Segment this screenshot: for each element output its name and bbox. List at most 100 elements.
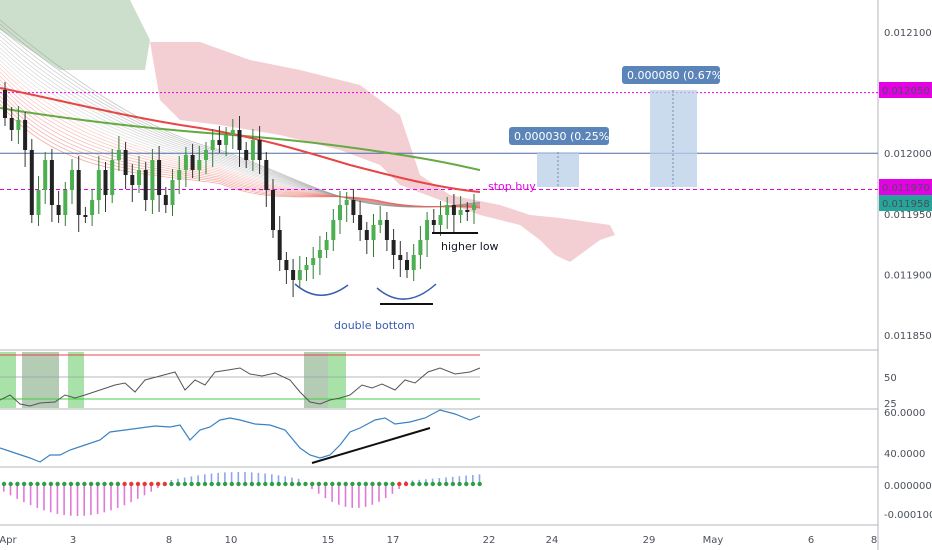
histogram-bar: [384, 484, 387, 499]
time-tick-label: 3: [70, 535, 76, 546]
candle-body: [163, 195, 168, 205]
candle-body: [364, 230, 369, 240]
histogram-dot: [122, 481, 127, 487]
histogram-bar: [204, 474, 206, 484]
histogram-dot: [477, 481, 482, 487]
higher-low-label: higher low: [441, 240, 499, 253]
histogram-dot: [82, 481, 87, 487]
candle-body: [217, 140, 222, 145]
histogram-dot: [444, 481, 449, 487]
histogram-bar: [76, 484, 79, 516]
histogram-bar: [96, 484, 99, 514]
plot-background: [0, 0, 878, 550]
ribbon-line: [0, 103, 481, 209]
histogram-bar: [190, 476, 193, 484]
candle-body: [338, 205, 342, 220]
histogram-dot: [350, 481, 355, 487]
price-label-012050-bg: [879, 82, 932, 98]
histogram-dot: [276, 481, 281, 487]
histogram-bar: [324, 484, 327, 499]
time-axis[interactable]: Apr 3 8 10 15 17 22 24 29 May 6 8: [0, 535, 877, 546]
candle-body: [465, 210, 470, 212]
histogram-bar: [224, 472, 226, 484]
histogram-dot: [155, 481, 161, 487]
candle-body: [36, 190, 41, 215]
histogram-bar: [291, 477, 293, 484]
histogram-dot: [430, 481, 435, 487]
histogram-bar: [70, 484, 72, 516]
osc3-histogram: [1, 472, 482, 516]
histogram-bar: [137, 484, 139, 499]
osc1-zone-2: [22, 352, 59, 408]
histogram-dot: [457, 481, 462, 487]
histogram-dot: [323, 481, 328, 487]
histogram-bar: [297, 478, 300, 484]
histogram-bar: [230, 472, 233, 484]
price-label-011958: 0.011958: [882, 199, 930, 210]
candle-body: [398, 255, 403, 260]
cloud-green: [0, 0, 150, 70]
histogram-bar: [197, 475, 199, 484]
price-tick-label: 0.012000: [884, 149, 932, 160]
time-tick-label: 6: [808, 535, 814, 546]
histogram-dot: [303, 481, 308, 487]
histogram-bar: [264, 473, 266, 484]
time-tick-label: May: [703, 535, 724, 546]
candle-body: [358, 215, 363, 230]
candle-body: [371, 225, 376, 240]
histogram-bar: [284, 476, 286, 484]
candle-body: [472, 205, 476, 210]
histogram-dot: [249, 481, 255, 487]
histogram-bar: [331, 484, 333, 502]
candle-body: [3, 90, 7, 118]
candle-body: [284, 260, 289, 270]
histogram-bar: [451, 476, 454, 484]
candle-body: [431, 220, 436, 225]
histogram-dot: [263, 481, 268, 487]
candle-body: [43, 160, 48, 190]
histogram-dot: [129, 481, 134, 487]
candle-body: [458, 210, 463, 215]
candle-body: [384, 220, 389, 240]
histogram-dot: [269, 481, 275, 487]
histogram-bar: [36, 484, 39, 508]
measure-label-2: 0.000080 (0.67%) 8.0: [627, 69, 748, 82]
histogram-dot: [437, 481, 442, 487]
candle-body: [204, 150, 208, 160]
histogram-dot: [229, 481, 234, 487]
candle-body: [391, 240, 396, 255]
candle-body: [445, 205, 450, 215]
histogram-bar: [150, 484, 152, 492]
price-tick-label: 0.011950: [884, 210, 932, 221]
ma-green: [0, 107, 481, 171]
histogram-dot: [135, 481, 141, 487]
candle-body: [224, 135, 229, 145]
candle-body: [271, 190, 275, 230]
histogram-bar: [257, 472, 260, 484]
histogram-dot: [15, 481, 20, 487]
histogram-dot: [283, 481, 288, 487]
candle-body: [344, 200, 349, 205]
histogram-bar: [116, 484, 119, 508]
histogram-dot: [55, 481, 60, 487]
histogram-dot: [42, 481, 47, 487]
histogram-dot: [330, 481, 335, 487]
candle-body: [16, 120, 21, 130]
time-tick-label: 8: [871, 535, 877, 546]
osc2-trendline: [311, 427, 431, 464]
osc1-tick-50: 50: [884, 373, 897, 384]
histogram-dot: [149, 481, 154, 487]
osc1-zone-3: [68, 352, 84, 408]
candle-body: [257, 140, 262, 160]
histogram-bar: [90, 484, 92, 516]
histogram-dot: [28, 481, 33, 487]
histogram-bar: [43, 484, 45, 511]
candle-body: [76, 170, 81, 215]
price-tick-label: 0.011850: [884, 331, 932, 342]
histogram-bar: [177, 478, 179, 484]
histogram-dot: [417, 481, 422, 487]
histogram-bar: [445, 477, 447, 484]
histogram-bar: [364, 484, 367, 507]
histogram-bar: [9, 484, 12, 496]
bottom-arc-2: [376, 283, 437, 300]
